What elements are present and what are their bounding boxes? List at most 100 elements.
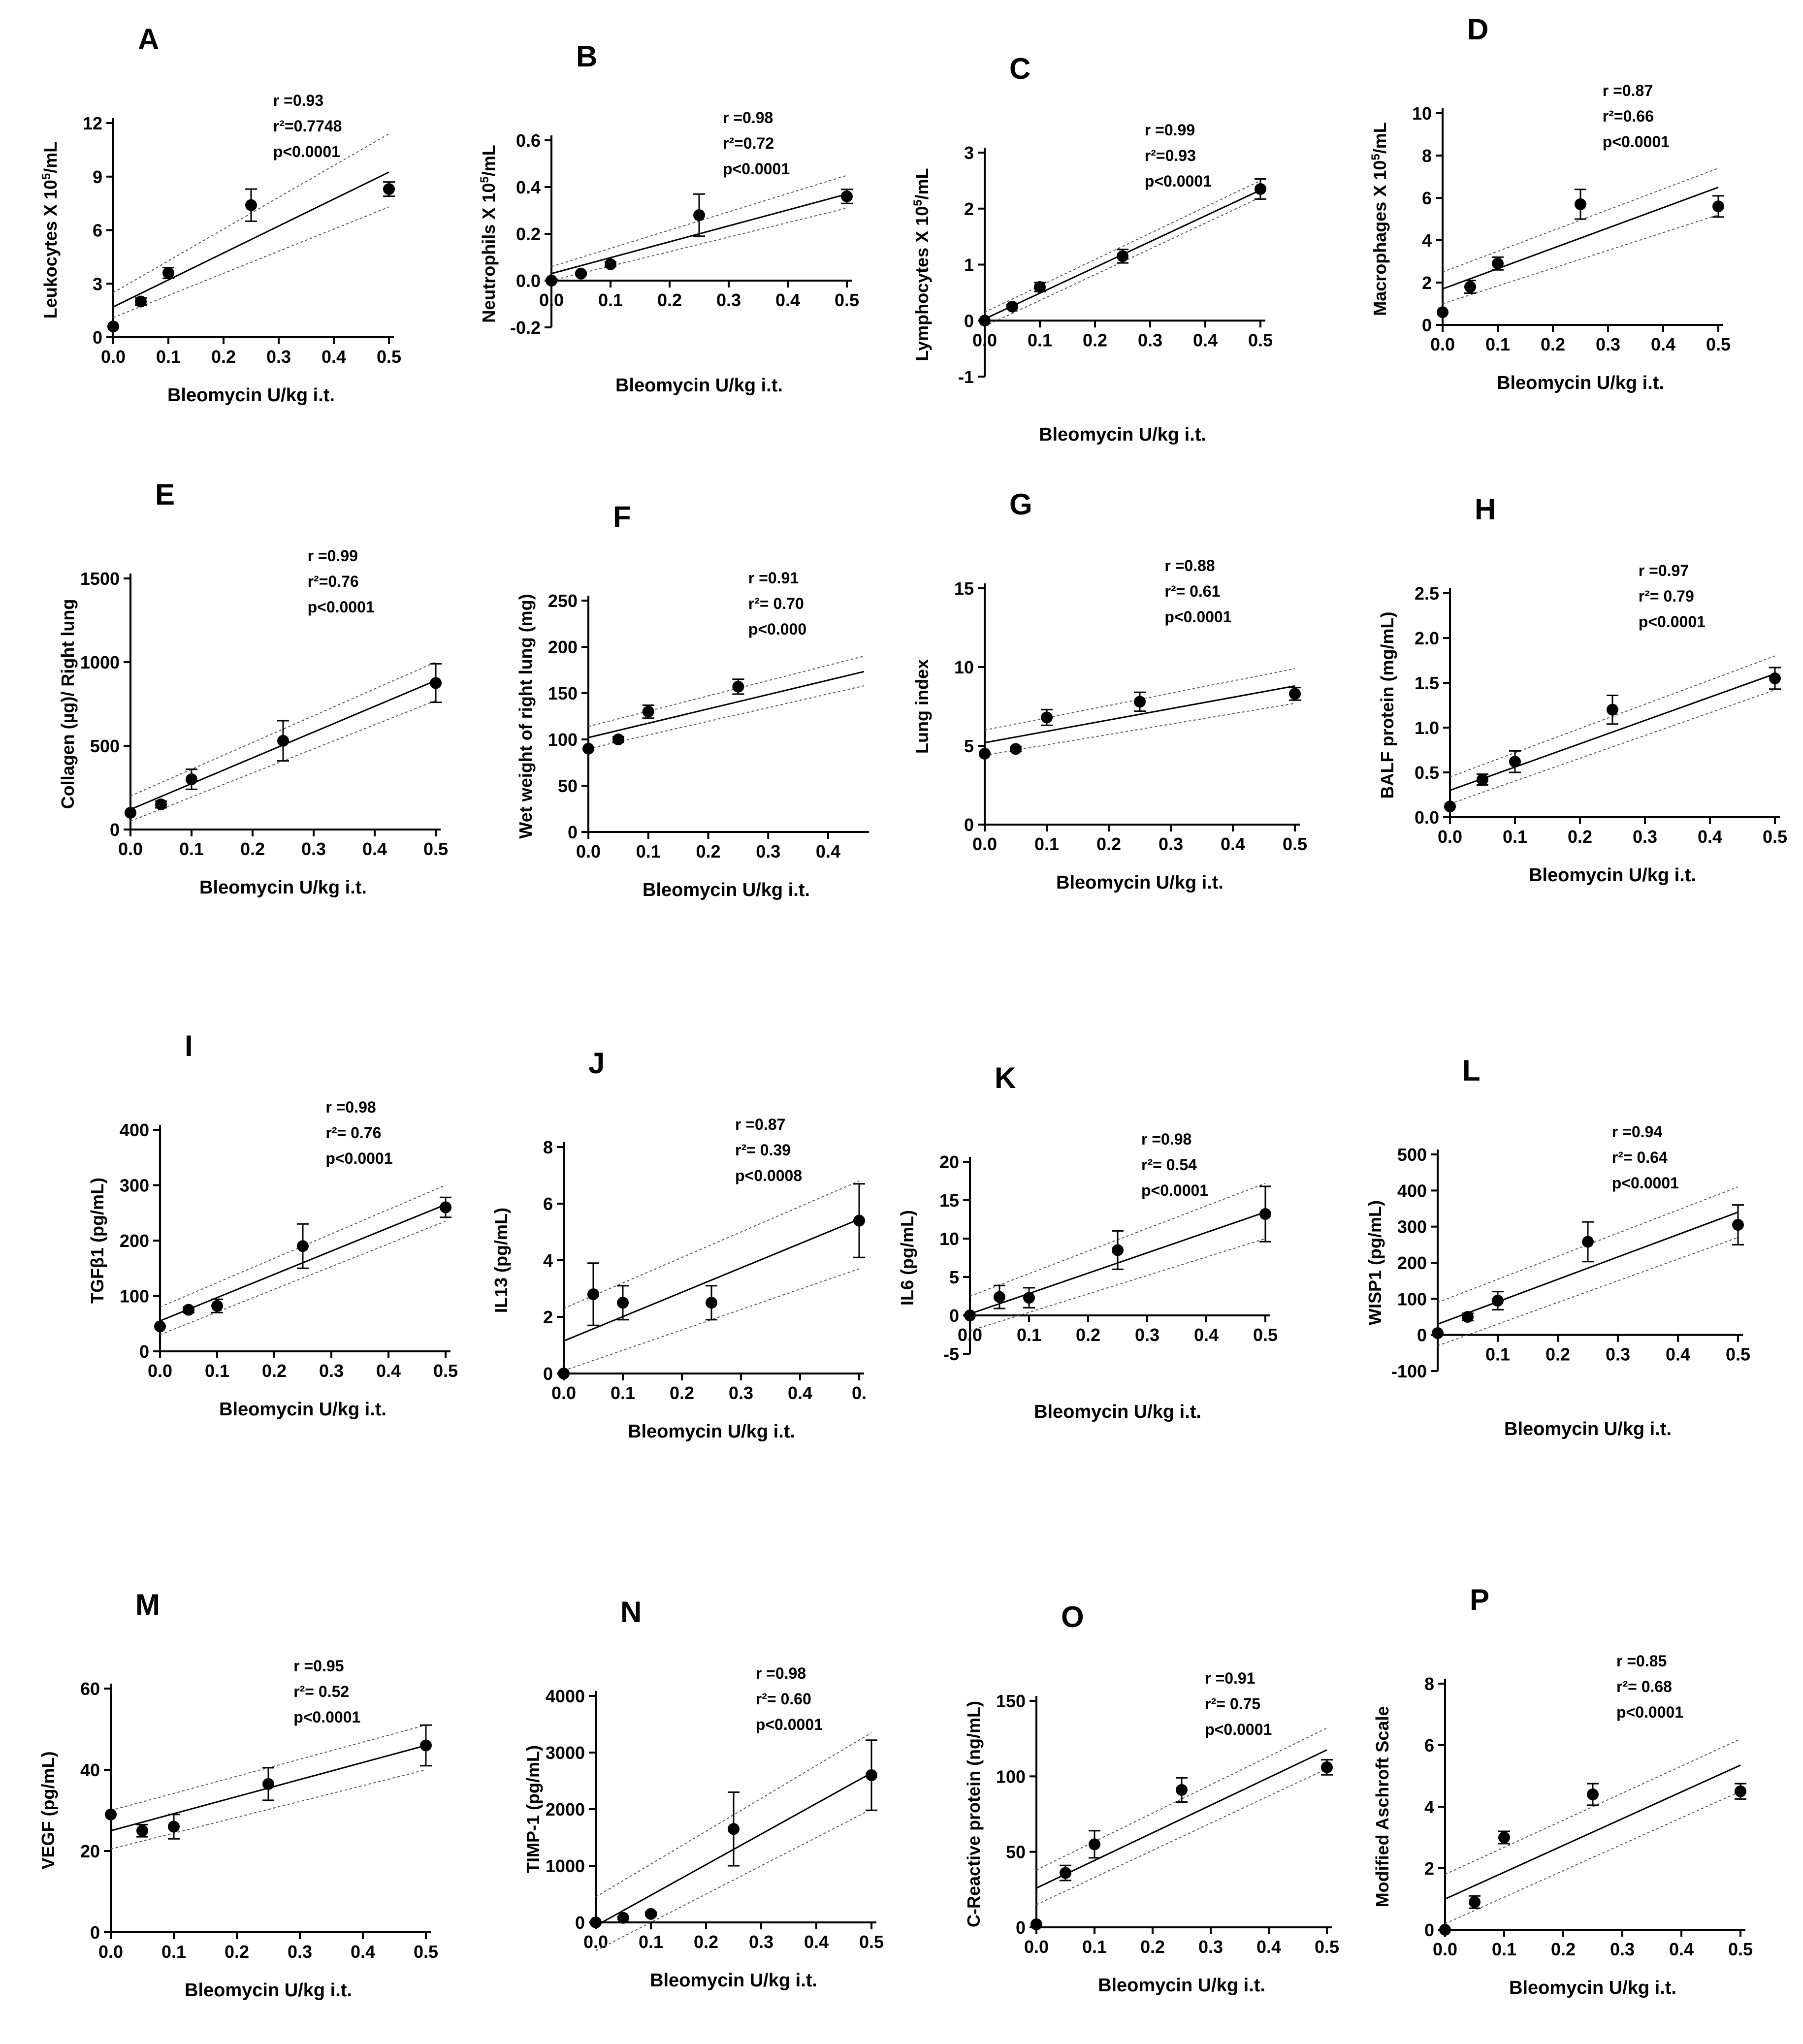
stat-r2: r²= 0.52 bbox=[293, 1683, 349, 1700]
x-axis-label: Bleomycin U/kg i.t. bbox=[185, 1980, 352, 2001]
y-axis-label: IL13 (pg/mL) bbox=[491, 1208, 511, 1313]
y-axis-label: Wet weight of right lung (mg) bbox=[515, 594, 536, 838]
y-tick-label: 0 bbox=[90, 1922, 100, 1943]
y-tick-label: 10 bbox=[939, 1229, 959, 1249]
data-point bbox=[994, 1291, 1005, 1303]
data-point bbox=[612, 734, 624, 745]
panel-letter: B bbox=[576, 40, 597, 73]
y-tick-label: 4 bbox=[1424, 1797, 1434, 1817]
data-point bbox=[617, 1912, 629, 1924]
x-tick-label: 0.1 bbox=[636, 841, 661, 862]
x-tick-label: 0.2 bbox=[1568, 827, 1592, 847]
stat-r2: r²= 0.61 bbox=[1164, 582, 1220, 600]
stat-p: p<0.0001 bbox=[1603, 133, 1670, 151]
stat-p: p<0.0001 bbox=[723, 160, 790, 178]
data-point bbox=[1735, 1785, 1746, 1797]
stat-r: r =0.99 bbox=[1145, 121, 1195, 139]
data-point bbox=[211, 1300, 223, 1312]
x-axis-label: Bleomycin U/kg i.t. bbox=[1034, 1402, 1201, 1422]
x-tick-label: 0.4 bbox=[1666, 1344, 1690, 1365]
x-axis-label: Bleomycin U/kg i.t. bbox=[1098, 1975, 1265, 1996]
panel-d: D 0 2 4 6 8 10 0.0 0.1 0.2 0.3 0.4 0.5 Bleomycin U/kg… bbox=[1369, 13, 1731, 393]
y-tick-label: 1 bbox=[964, 255, 974, 275]
data-point bbox=[1582, 1236, 1594, 1248]
y-axis-label: C-Reactive protein (ng/mL) bbox=[964, 1701, 984, 1927]
x-tick-label: 0.1 bbox=[1485, 1344, 1510, 1365]
stat-r: r =0.87 bbox=[1603, 82, 1653, 99]
data-point bbox=[1432, 1327, 1444, 1339]
data-point bbox=[1041, 711, 1053, 724]
data-point bbox=[582, 742, 594, 755]
y-axis-label: Lymphocytes X 105/mL bbox=[911, 168, 933, 361]
ci-lower-line bbox=[984, 703, 1295, 756]
x-axis-label: Bleomycin U/kg i.t. bbox=[1497, 373, 1664, 393]
stat-r: r =0.98 bbox=[325, 1098, 376, 1116]
y-tick-label: 150 bbox=[996, 1691, 1026, 1711]
x-tick-label: 0.0 bbox=[148, 1361, 172, 1381]
y-tick-label: 0 bbox=[93, 327, 102, 348]
y-tick-label: 0 bbox=[110, 820, 120, 840]
data-point bbox=[1732, 1219, 1744, 1231]
x-tick-label: 0.3 bbox=[1159, 834, 1183, 854]
panel-p: P 0 2 4 6 8 0.0 0.1 0.2 0.3 0.4 0.5 Bleomycin U/kg i… bbox=[1372, 1583, 1753, 1998]
panel-a: A 0 3 6 9 12 0.0 0.1 0.2 0.3 0.4 0.5 Bleomycin U/kg … bbox=[40, 23, 402, 406]
y-tick-label: 8 bbox=[543, 1137, 553, 1157]
data-point bbox=[841, 191, 853, 202]
stat-r2: r²=0.66 bbox=[1603, 107, 1654, 125]
data-point bbox=[1023, 1292, 1035, 1304]
y-tick-label: 0.6 bbox=[516, 130, 541, 151]
stat-r: r =0.98 bbox=[1141, 1130, 1191, 1148]
y-tick-label: 60 bbox=[80, 1679, 100, 1699]
x-tick-label: 0.2 bbox=[1140, 1937, 1165, 1957]
y-tick-label: 20 bbox=[80, 1841, 100, 1861]
y-axis-label: TGFβ1 (pg/mL) bbox=[87, 1178, 107, 1304]
data-point bbox=[1509, 756, 1521, 768]
x-axis-label: Bleomycin U/kg i.t. bbox=[615, 375, 783, 396]
data-point bbox=[297, 1240, 309, 1252]
y-axis-label: Modified Aschroft Scale bbox=[1372, 1706, 1392, 1908]
panel-i: I 0 100 200 300 400 0.0 0.1 0.2 0.3 0.4 0.5 Bleomyci… bbox=[87, 1029, 458, 1420]
stat-r2: r²= 0.70 bbox=[748, 595, 804, 612]
x-tick-label: 0.4 bbox=[362, 839, 387, 859]
y-tick-label: 2 bbox=[964, 199, 974, 219]
y-tick-label: 9 bbox=[93, 167, 102, 187]
x-tick-label: 0.3 bbox=[756, 841, 780, 862]
data-point bbox=[420, 1739, 432, 1752]
x-tick-label: 0.0 bbox=[1430, 334, 1455, 354]
y-tick-label: 4 bbox=[1422, 230, 1432, 251]
ci-upper-line bbox=[588, 655, 865, 727]
data-point bbox=[1575, 198, 1586, 210]
y-axis-label: TIMP-1 (pg/mL) bbox=[523, 1745, 543, 1873]
panel-letter: M bbox=[135, 1588, 160, 1621]
stat-r2: r²=0.7748 bbox=[273, 117, 342, 135]
data-point bbox=[732, 680, 744, 693]
x-tick-label: 0.5 bbox=[377, 347, 401, 367]
ci-upper-line bbox=[563, 1181, 860, 1309]
x-tick-label: 0.4 bbox=[1651, 334, 1675, 354]
x-tick-label: 0.0 bbox=[972, 330, 997, 350]
data-point bbox=[154, 1320, 166, 1333]
x-tick-label: 0.0 bbox=[958, 1325, 982, 1345]
stat-r: r =0.99 bbox=[308, 547, 358, 565]
y-tick-label: 0.2 bbox=[516, 224, 541, 244]
y-tick-label: 6 bbox=[1424, 1735, 1434, 1756]
regression-line bbox=[1442, 187, 1719, 290]
data-point bbox=[1176, 1784, 1188, 1796]
data-point bbox=[1289, 688, 1301, 700]
y-tick-label: -5 bbox=[943, 1344, 959, 1364]
stat-r: r =0.97 bbox=[1639, 562, 1689, 579]
x-tick-label: 0.1 bbox=[639, 1932, 663, 1952]
regression-line bbox=[588, 671, 865, 738]
data-point bbox=[605, 258, 616, 270]
x-axis-label: Bleomycin U/kg i.t. bbox=[167, 385, 335, 406]
y-tick-label: 100 bbox=[1397, 1289, 1427, 1309]
x-tick-label: 0.1 bbox=[1082, 1937, 1107, 1957]
data-point bbox=[1010, 743, 1022, 755]
x-tick-label: 0.3 bbox=[266, 347, 291, 367]
data-point bbox=[1034, 281, 1046, 293]
panel-letter: J bbox=[588, 1047, 605, 1080]
x-tick-label: 0.5 bbox=[1248, 330, 1273, 350]
x-tick-label: 0.3 bbox=[1596, 334, 1620, 354]
x-tick-label: 0.4 bbox=[775, 290, 800, 310]
x-tick-label: 0.3 bbox=[716, 290, 741, 310]
